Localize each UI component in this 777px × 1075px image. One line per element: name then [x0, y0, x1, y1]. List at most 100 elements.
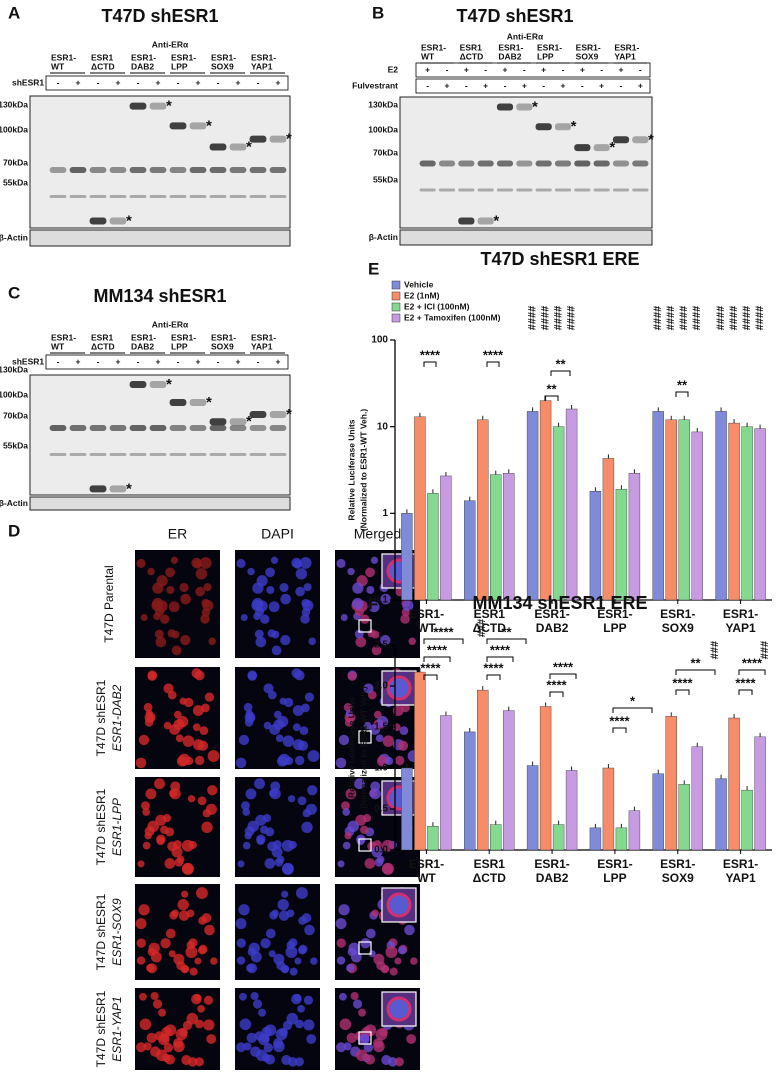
cell [136, 1042, 146, 1053]
cell [363, 683, 374, 694]
cell [163, 683, 174, 694]
marker-label: 100kDa [0, 124, 28, 134]
y-tick-label: 0.0 [374, 845, 388, 856]
sig-bracket [738, 689, 753, 695]
cell [147, 671, 157, 681]
band [496, 160, 514, 167]
cell [406, 1034, 417, 1044]
cell [142, 808, 151, 816]
column-label: DAPI [261, 526, 294, 542]
sig-bracket [423, 674, 438, 680]
x-tick-label: ESR1- [409, 857, 444, 871]
bar [427, 493, 439, 601]
cell [177, 898, 189, 911]
x-tick-label: ESR1- [409, 607, 444, 621]
panel-letter: B [372, 3, 384, 22]
sign: - [581, 80, 584, 90]
sign: - [137, 356, 140, 366]
bar [490, 474, 502, 601]
cell [175, 734, 184, 743]
cell [373, 710, 382, 719]
blot-title: T47D shESR1 [101, 6, 218, 26]
cell [136, 956, 146, 965]
cell [158, 1008, 167, 1017]
band [209, 453, 227, 456]
cell [291, 993, 302, 1005]
sign: - [562, 64, 565, 74]
x-tick-label: LPP [603, 621, 626, 635]
cell [335, 757, 347, 769]
cell [247, 671, 257, 681]
band [593, 160, 610, 167]
cell [410, 957, 418, 965]
sig-label: #### [552, 306, 564, 330]
legend-swatch [391, 291, 401, 301]
band [477, 188, 494, 192]
cell [181, 890, 189, 898]
band [149, 195, 167, 198]
row-label: T47D Parental [102, 565, 116, 642]
cell [299, 557, 312, 569]
band [249, 135, 267, 143]
sign: - [600, 64, 603, 74]
cell [152, 999, 163, 1009]
cell [180, 634, 191, 646]
band [249, 411, 267, 418]
band [69, 453, 87, 456]
band [49, 425, 67, 431]
band [169, 122, 187, 130]
asterisk: * [493, 212, 499, 229]
cell [208, 637, 216, 646]
cell [346, 963, 355, 973]
x-tick-label: ESR1- [723, 857, 758, 871]
band [516, 188, 533, 192]
cell [158, 1033, 170, 1046]
bar [477, 419, 489, 601]
bar [565, 770, 578, 851]
sign: - [465, 80, 468, 90]
sign: + [276, 356, 281, 366]
loading-label: β-Actin [369, 232, 398, 242]
bar [440, 475, 452, 601]
row-label: ESR1-DAB2 [110, 684, 124, 751]
marker-label: 55kDa [3, 440, 28, 450]
cell [376, 855, 385, 864]
band [69, 195, 87, 198]
sign: - [523, 64, 526, 74]
bar [615, 488, 628, 601]
band [535, 160, 552, 167]
asterisk: * [532, 99, 538, 116]
cell [302, 809, 311, 818]
cell [273, 1038, 284, 1049]
bar [440, 715, 452, 851]
lane-label: ESR1- [537, 42, 562, 52]
bar [464, 731, 476, 851]
sign-box [45, 75, 289, 91]
cell [252, 999, 263, 1009]
cell [336, 558, 346, 569]
band [209, 425, 227, 431]
cell [176, 855, 185, 864]
legend-swatch [391, 280, 401, 290]
cell [160, 614, 170, 624]
cell [308, 637, 316, 646]
cell [275, 1028, 288, 1041]
cell [143, 702, 153, 712]
cell [235, 918, 247, 930]
band [574, 144, 591, 152]
lane-label: ESR1 [91, 52, 113, 62]
band [49, 195, 67, 198]
lane-label: LPP [171, 61, 188, 71]
cell [138, 734, 150, 746]
band [249, 453, 267, 456]
cell [239, 1018, 252, 1031]
band [109, 195, 127, 198]
lane-label: DAB2 [131, 341, 154, 351]
band [189, 453, 207, 456]
band [229, 143, 247, 151]
cell [346, 1032, 357, 1043]
lane-label: ESR1- [614, 42, 639, 52]
sig-label: ### [476, 619, 488, 637]
cell [283, 697, 294, 708]
band [69, 167, 87, 173]
